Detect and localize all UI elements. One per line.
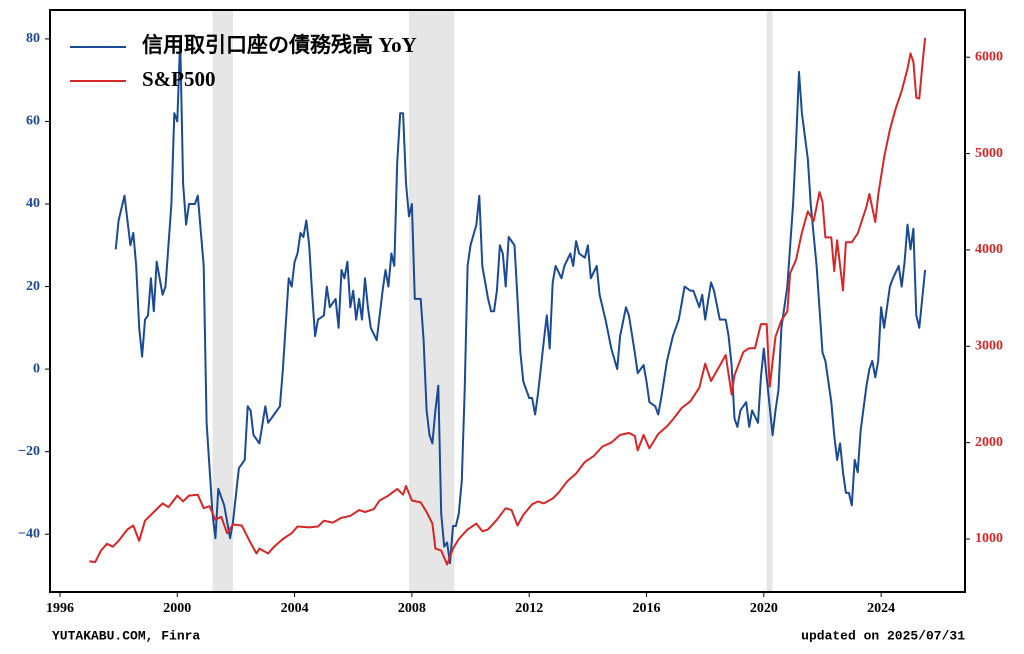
y2-tick-label: 3000 xyxy=(975,339,1003,354)
y-tick-label: 20 xyxy=(26,279,40,294)
legend-label: 信用取引口座の債務残高 YoY xyxy=(142,33,417,57)
series-line xyxy=(89,37,927,566)
y-tick-label: 0 xyxy=(33,361,40,376)
x-tick-label: 2024 xyxy=(867,601,895,616)
footer-left: YUTAKABU.COM, Finra xyxy=(52,628,200,643)
x-tick-label: 2020 xyxy=(750,601,778,616)
series-line xyxy=(114,37,927,565)
x-tick-label: 2012 xyxy=(515,601,543,616)
x-tick-label: 1996 xyxy=(46,601,74,616)
plot-frame xyxy=(49,9,966,593)
legend-label: S&P500 xyxy=(142,67,216,91)
y-tick-label: −20 xyxy=(18,444,40,459)
x-tick-label: 2016 xyxy=(633,601,661,616)
x-tick-label: 2000 xyxy=(163,601,191,616)
y2-tick-label: 5000 xyxy=(975,146,1003,161)
shaded-period xyxy=(766,10,773,592)
y-tick-label: 60 xyxy=(26,114,40,129)
y-tick-label: −40 xyxy=(18,526,40,541)
y2-tick-label: 1000 xyxy=(975,531,1003,546)
x-tick-label: 2004 xyxy=(281,601,309,616)
x-tick-label: 2008 xyxy=(398,601,426,616)
y2-tick-label: 4000 xyxy=(975,242,1003,257)
y2-tick-label: 6000 xyxy=(975,49,1003,64)
y2-tick-label: 2000 xyxy=(975,435,1003,450)
footer-right: updated on 2025/07/31 xyxy=(801,628,965,643)
shaded-period xyxy=(408,10,455,592)
y-tick-label: 40 xyxy=(26,196,40,211)
y-tick-label: 80 xyxy=(26,31,40,46)
shaded-period xyxy=(212,10,233,592)
